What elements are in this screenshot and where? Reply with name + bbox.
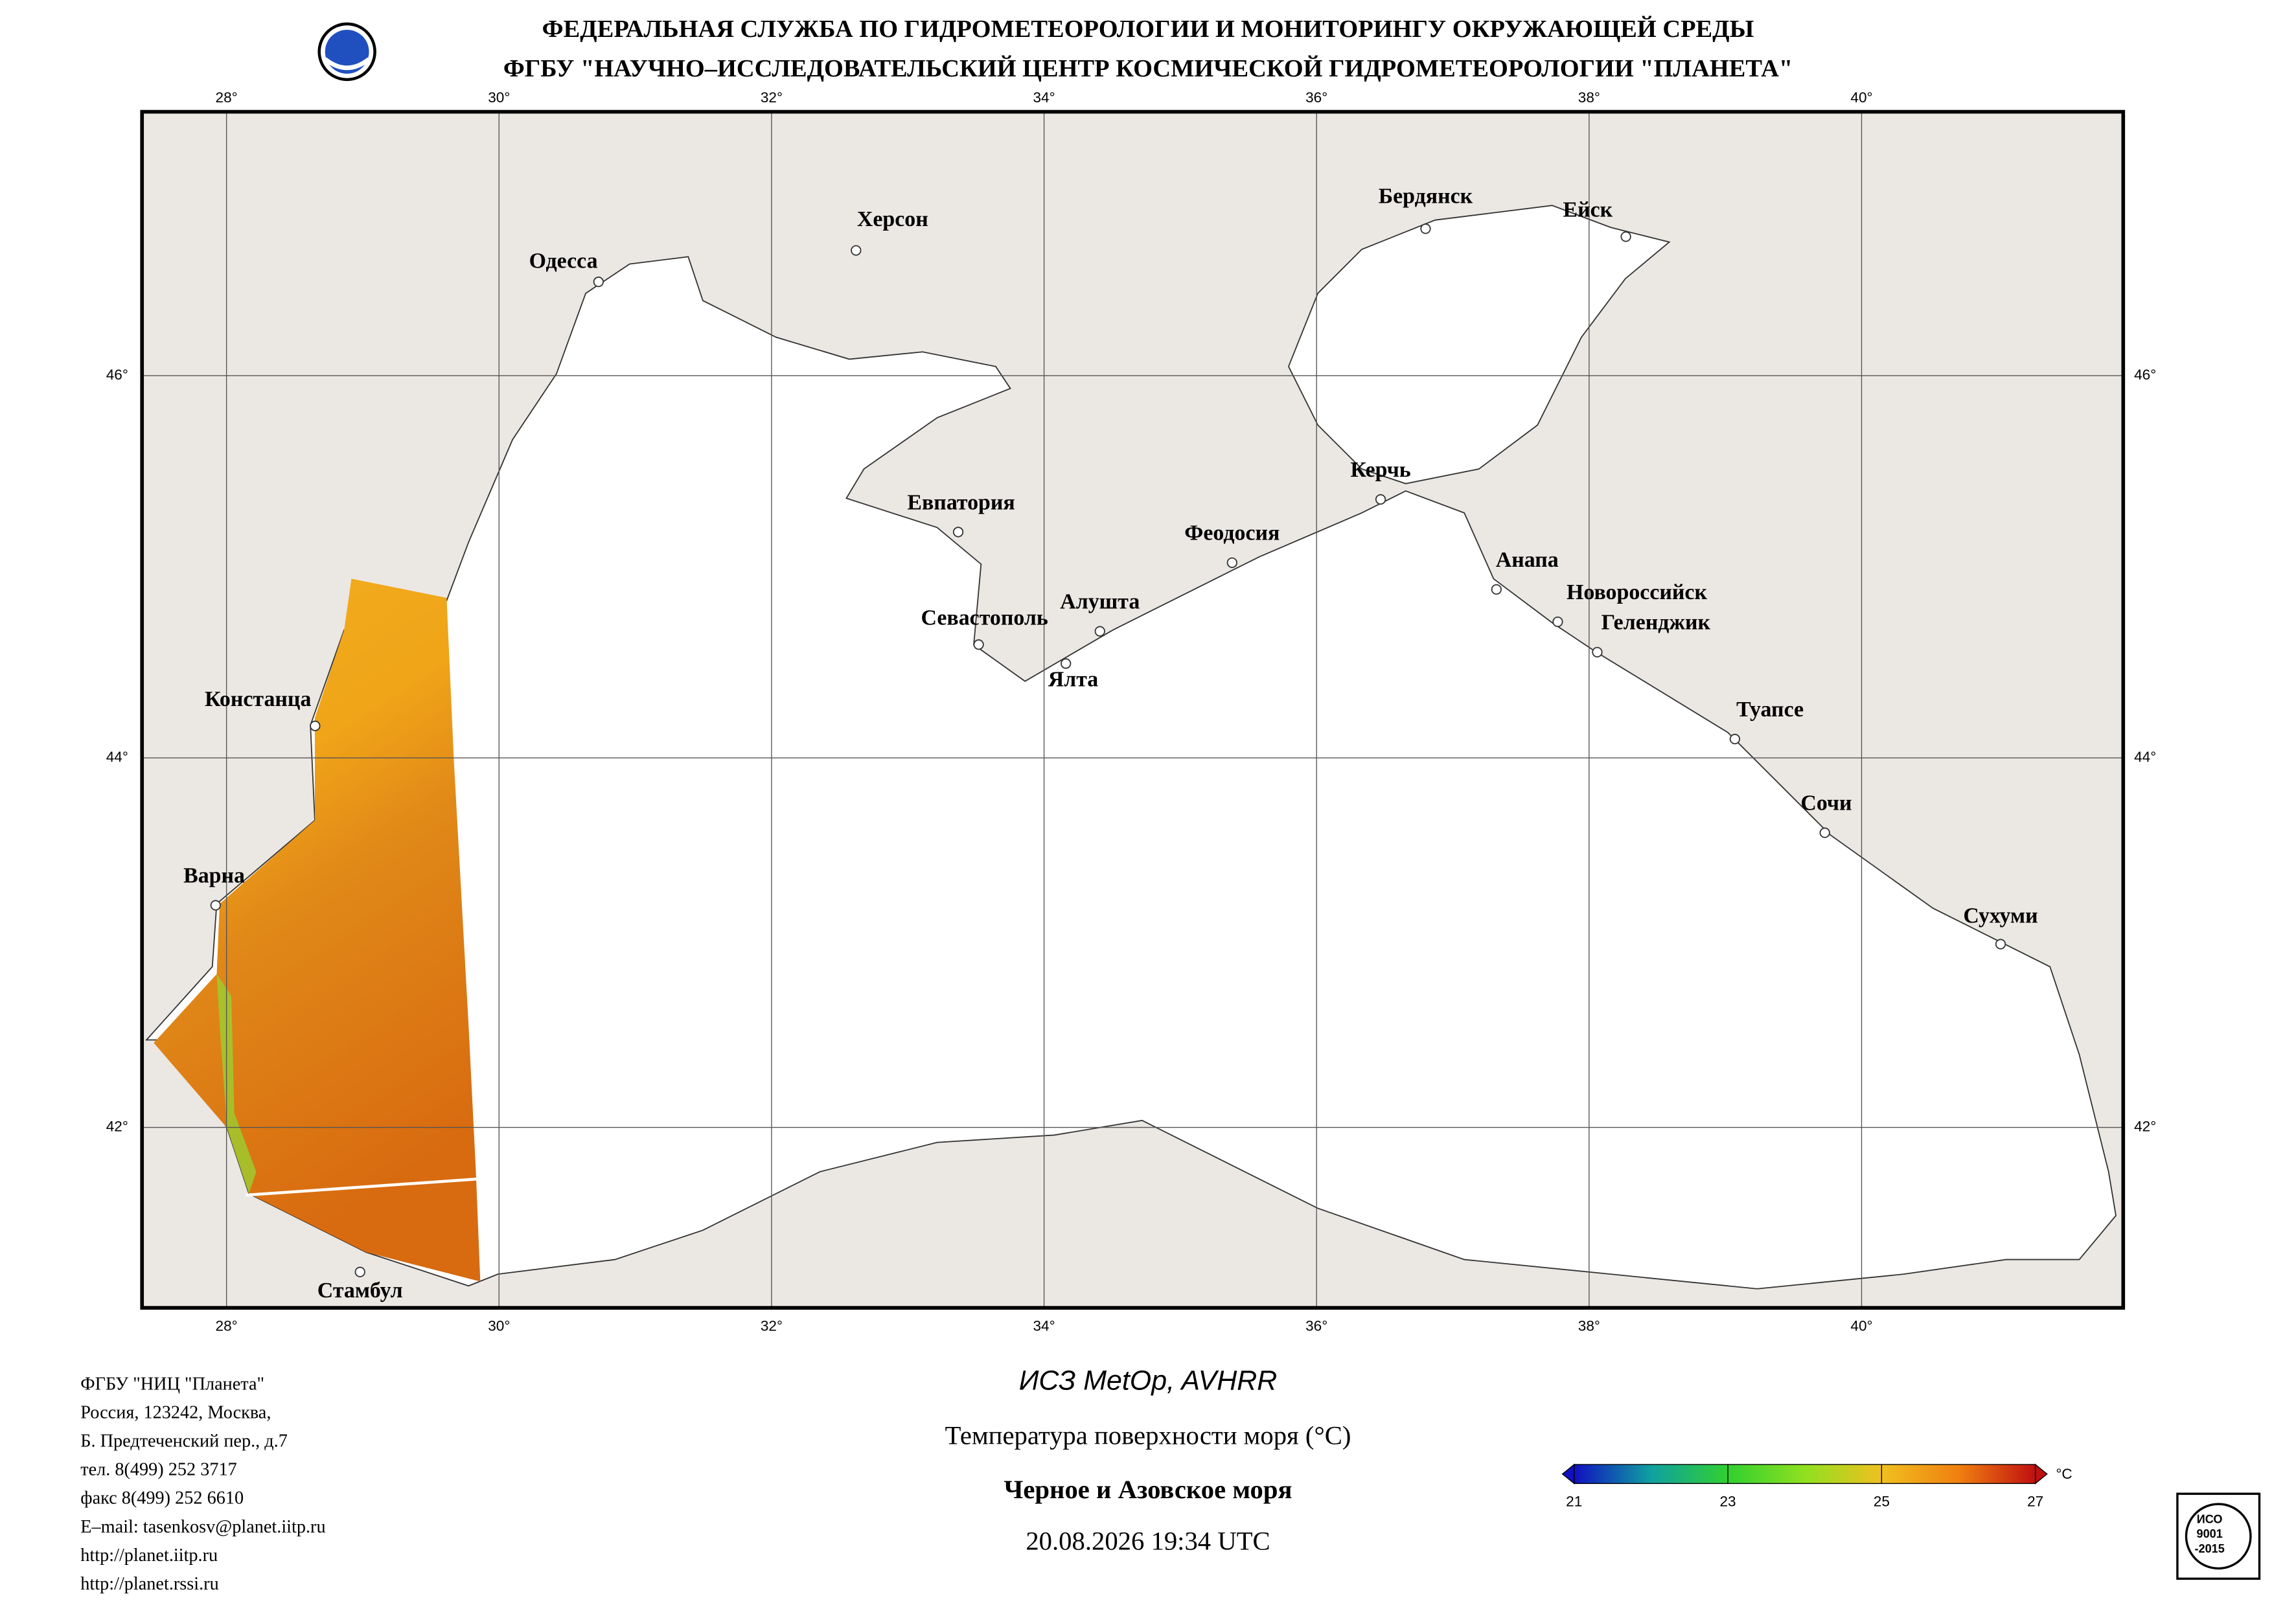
- city-label: Варна: [183, 863, 245, 887]
- stamp-line3: -2015: [2195, 1542, 2225, 1555]
- city-label: Новороссийск: [1567, 580, 1707, 604]
- city-marker: [310, 720, 321, 731]
- stamp-line2: 9001: [2197, 1527, 2223, 1540]
- lon-label-bottom: 30°: [488, 1317, 510, 1334]
- city-marker: [1729, 733, 1741, 745]
- city-label: Ейск: [1563, 198, 1613, 222]
- city-marker: [1491, 584, 1502, 595]
- city-marker: [1995, 939, 2006, 950]
- city-label: Туапсе: [1736, 698, 1804, 722]
- contact-line: Б. Предтеченский пер., д.7: [80, 1431, 288, 1452]
- lat-label-right: 44°: [2134, 749, 2156, 765]
- colorbar-tick-label: 23: [1719, 1494, 1736, 1510]
- satellite: ИСЗ MetOp, AVHRR: [1019, 1365, 1278, 1396]
- colorbar-unit: °C: [2056, 1466, 2072, 1482]
- lon-label-top: 28°: [216, 89, 238, 106]
- city-label: Сочи: [1800, 792, 1852, 815]
- colorbar-tick-label: 27: [2027, 1494, 2043, 1510]
- lon-label-top: 34°: [1033, 89, 1055, 106]
- lat-label-right: 46°: [2134, 367, 2156, 383]
- cities: Одесса Херсон Бердянск Ейск Евпатория Феодоси…: [183, 184, 2038, 1303]
- header-line2: ФГБУ "НАУЧНО–ИССЛЕДОВАТЕЛЬСКИЙ ЦЕНТР КОС…: [503, 55, 1793, 82]
- lat-label-left: 42°: [106, 1119, 128, 1135]
- city-marker: [952, 527, 964, 538]
- contact-line: http://planet.rssi.ru: [80, 1574, 218, 1594]
- city-marker: [851, 245, 862, 256]
- city-marker: [1592, 646, 1603, 658]
- city-label: Феодосия: [1184, 521, 1280, 545]
- datetime: 20.08.2026 19:34 UTC: [1026, 1526, 1270, 1555]
- lon-label-bottom: 40°: [1850, 1317, 1872, 1334]
- city-marker: [1094, 626, 1105, 637]
- colorbar-end-low: [1561, 1463, 1575, 1485]
- swath-seam: [246, 1177, 477, 1197]
- city-label: Анапа: [1496, 548, 1559, 572]
- city-marker: [1061, 658, 1072, 669]
- contact-line: http://planet.iitp.ru: [80, 1545, 218, 1566]
- lat-label-left: 46°: [106, 367, 128, 383]
- city-marker: [1819, 827, 1830, 838]
- contact-line: факс 8(499) 252 6610: [80, 1488, 244, 1509]
- contact-line: тел. 8(499) 252 3717: [80, 1460, 236, 1480]
- city-label: Геленджик: [1601, 611, 1711, 635]
- contact-line: Россия, 123242, Москва,: [80, 1402, 271, 1422]
- lon-label-top: 30°: [488, 89, 510, 106]
- city-label: Констанца: [205, 687, 311, 711]
- product: Температура поверхности моря (°C): [945, 1421, 1351, 1450]
- contact-line: E–mail: tasenkosv@planet.iitp.ru: [80, 1517, 325, 1537]
- lon-label-bottom: 34°: [1033, 1317, 1055, 1334]
- city-label: Севастополь: [921, 606, 1048, 630]
- tick-labels: 28° 28° 30° 30° 32° 32° 34° 34° 36° 36° 38° 38° 40° 4…: [106, 89, 2157, 1334]
- city-label: Стамбул: [317, 1279, 403, 1303]
- city-label: Бердянск: [1379, 184, 1473, 208]
- city-label: Ялта: [1048, 667, 1099, 691]
- city-label: Алушта: [1060, 589, 1140, 613]
- map-area: Одесса Херсон Бердянск Ейск Евпатория Феодоси…: [142, 111, 2124, 1308]
- city-marker: [210, 900, 221, 911]
- colorbar-tick-label: 21: [1566, 1494, 1582, 1510]
- azov-sea: [1287, 205, 1671, 484]
- city-marker: [973, 639, 984, 650]
- black-sea: [144, 256, 2117, 1290]
- graticule: [142, 111, 2124, 1308]
- city-label: Херсон: [857, 207, 928, 231]
- lat-label-right: 42°: [2134, 1119, 2156, 1135]
- lon-label-bottom: 32°: [761, 1317, 783, 1334]
- city-marker: [354, 1266, 365, 1277]
- lat-label-left: 44°: [106, 749, 128, 765]
- lon-label-bottom: 28°: [216, 1317, 238, 1334]
- region: Черное и Азовское моря: [1004, 1475, 1292, 1504]
- colorbar: 21 23 25 27 °C: [1561, 1463, 2072, 1510]
- header-line1: ФЕДЕРАЛЬНАЯ СЛУЖБА ПО ГИДРОМЕТЕОРОЛОГИИ …: [542, 16, 1754, 43]
- colorbar-body: [1574, 1464, 2036, 1485]
- lon-label-bottom: 38°: [1578, 1317, 1600, 1334]
- city-label: Керчь: [1350, 458, 1410, 482]
- lon-label-top: 40°: [1850, 89, 1872, 106]
- city-marker: [1620, 231, 1631, 242]
- colorbar-tick-label: 25: [1874, 1494, 1890, 1510]
- lon-label-top: 38°: [1578, 89, 1600, 106]
- stamp: ИСО 9001 -2015: [2176, 1492, 2261, 1580]
- city-marker: [593, 277, 604, 288]
- lon-label-top: 36°: [1305, 89, 1327, 106]
- city-label: Евпатория: [907, 490, 1015, 514]
- stamp-line1: ИСО: [2197, 1513, 2223, 1526]
- city-label: Одесса: [529, 249, 598, 273]
- contact-line: ФГБУ "НИЦ "Планета": [80, 1374, 264, 1394]
- lon-label-top: 32°: [761, 89, 783, 106]
- map-frame: [140, 109, 2126, 1310]
- city-marker: [1226, 557, 1237, 568]
- city-label: Сухуми: [1963, 904, 2038, 928]
- colorbar-end-high: [2035, 1463, 2048, 1485]
- contacts: ФГБУ "НИЦ "Планета" Россия, 123242, Москв…: [80, 1374, 325, 1594]
- city-marker: [1420, 223, 1431, 234]
- city-marker: [1552, 616, 1563, 628]
- city-marker: [1375, 494, 1386, 505]
- lon-label-bottom: 36°: [1305, 1317, 1327, 1334]
- logo: [317, 22, 376, 82]
- sst-swath: [154, 578, 481, 1282]
